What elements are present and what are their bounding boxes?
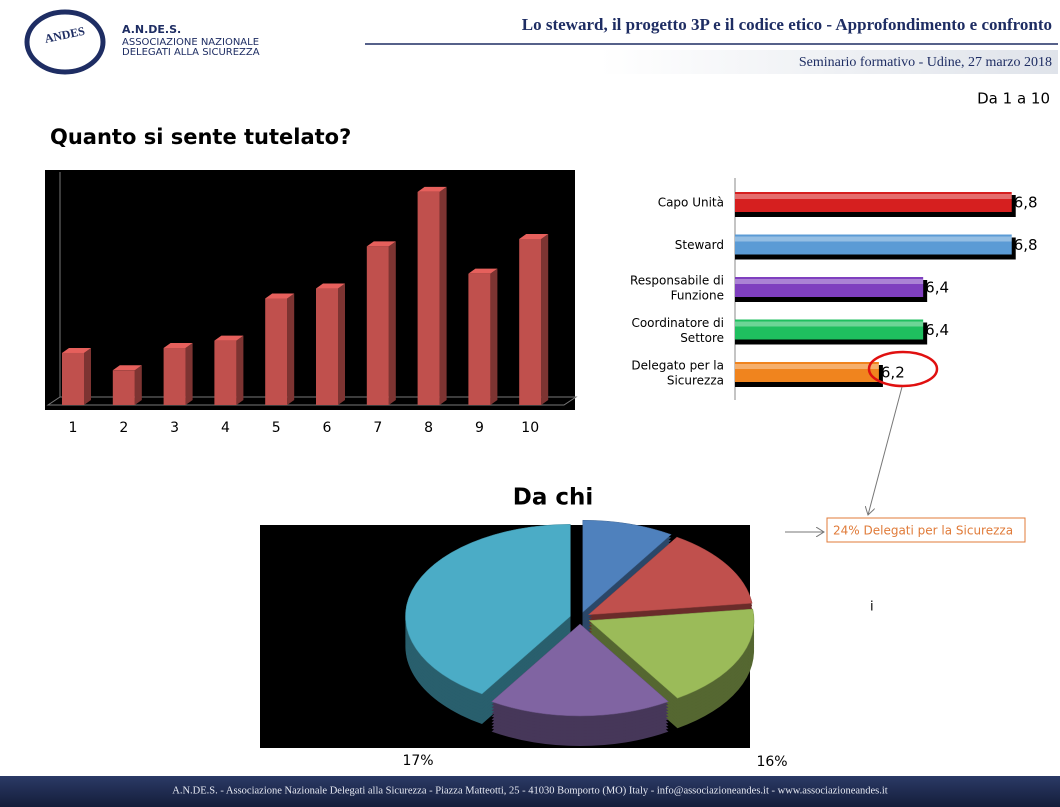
slice [582,519,672,613]
chart-title: Quanto si sente tutelato? [50,125,351,149]
bar-shine [735,236,1012,242]
annotation: 24% Delegati per la Sicurezza [833,524,1013,538]
bar-top [265,293,295,299]
bar-side [134,365,142,405]
bar [735,319,924,340]
bar-top [112,365,142,371]
bar [735,277,924,297]
bar [735,192,1012,212]
value-label: 6,8 [1014,236,1038,254]
bar-side [287,293,295,405]
label-line: Sicurezza [667,373,724,387]
bar-shine [735,321,924,327]
x-tick-label: 6 [323,420,332,436]
x-tick-label: 2 [119,420,128,436]
bar [112,370,135,405]
bar-top [519,233,549,239]
bar-top [417,186,447,192]
bar-shine [735,364,879,369]
label-line: Coordinatore di [631,316,724,330]
bar-side [236,335,244,405]
bar [265,298,288,405]
bar-side [84,347,91,405]
bar-top [316,283,345,289]
bar [214,340,237,405]
footer: A.N.DE.S. - Associazione Nazionale Deleg… [172,785,888,796]
logo [24,9,106,75]
chart-title: Da chi [513,485,594,511]
x-tick-label: 7 [373,420,382,436]
slice [588,608,755,699]
pie-label: 16% [756,754,787,770]
label-line: Responsabile di [630,273,724,287]
slice [491,623,669,717]
slice [405,524,571,695]
y-tick-label: Delegato per la Sicurezza [631,358,724,387]
pie-label: 17% [402,753,433,769]
y-tick-label: Responsabile di Funzione [630,273,724,302]
header-subtitle: Seminario formativo - Udine, 27 marzo 20… [799,55,1052,70]
bar-top [214,335,244,341]
stray-text: i [870,600,874,615]
header-title: Lo steward, il progetto 3P e il codice e… [522,15,1052,34]
value-label: 6,8 [1014,194,1038,212]
bar-side [388,241,396,405]
bar-side [541,233,549,405]
bar-side [490,268,498,405]
bar-side [185,343,193,405]
bar-side [338,283,345,405]
label-line: Settore [680,331,724,345]
org-line: ASSOCIAZIONE NAZIONALE [122,37,259,48]
callout-line [868,386,903,515]
value-label: 6,4 [925,321,949,339]
bar-top [468,268,498,274]
bar [468,273,491,405]
label-line: Delegato per la [631,358,724,372]
label-line: Funzione [671,288,724,302]
x-tick-label: 5 [272,420,281,436]
value-label: 6,2 [881,364,905,382]
org-line: DELEGATI ALLA SICUREZZA [122,47,260,58]
bar-top [62,347,91,353]
bar [735,234,1012,255]
bar-side [439,186,447,405]
bar-shine [735,279,924,284]
footer-band [0,776,1060,807]
bar [163,348,186,405]
x-tick-label: 3 [170,420,179,436]
bar [519,238,542,405]
bar-shine [735,194,1012,199]
bar [735,362,879,382]
x-tick-label: 8 [424,420,433,436]
bar [417,191,440,405]
x-tick-label: 1 [69,420,78,436]
y-tick-label: Capo Unità [658,196,724,210]
value-label: 6,4 [925,279,949,297]
y-tick-label: Steward [675,238,724,252]
highlight-circle [867,350,939,388]
slice [587,536,753,616]
org-short: A.N.DE.S. [122,23,181,36]
floor [46,396,578,406]
bar [316,288,338,405]
scale-note: Da 1 a 10 [977,90,1050,108]
bar-top [366,241,396,247]
bar [366,246,389,405]
annotation-box [826,517,1026,543]
y-tick-label: Coordinatore di Settore [631,316,724,345]
bar [62,352,84,405]
x-tick-label: 9 [475,420,484,436]
bar-top [163,343,193,349]
subtitle-band [600,50,1058,74]
x-tick-label: 10 [521,420,539,436]
x-tick-label: 4 [221,420,230,436]
